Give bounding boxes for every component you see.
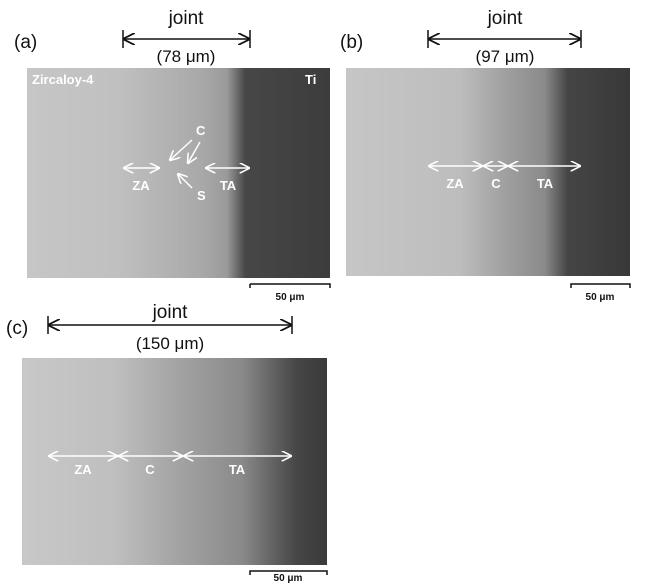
panel-a: (a) joint (78 μm) Zircaloy-4 Ti C S ZA T… [14,8,330,303]
joint-width: (97 μm) [476,47,535,66]
joint-label: joint [168,8,205,29]
panel-b: (b) joint (97 μm) ZA C TA 50 μm [340,8,630,303]
micrograph [346,68,630,276]
joint-label: joint [152,302,189,323]
scale-label: 50 μm [274,573,303,583]
scale-label: 50 μm [276,292,305,303]
region-label: ZA [74,462,92,477]
region-label: ZA [132,178,150,193]
figure: (a) joint (78 μm) Zircaloy-4 Ti C S ZA T… [0,0,645,583]
panel-label: (a) [14,32,37,53]
material-label: Zircaloy-4 [32,72,94,87]
region-label: TA [229,462,246,477]
phase-label: C [196,123,206,138]
joint-label: joint [487,8,524,29]
scale-bar [250,284,330,288]
scale-bar [571,284,630,288]
material-label: Ti [305,72,316,87]
joint-width: (78 μm) [157,47,216,66]
panel-label: (b) [340,32,363,53]
region-label: C [491,176,501,191]
region-label: TA [537,176,554,191]
micrograph [22,358,327,565]
panel-c: (c) joint (150 μm) ZA C TA 50 μm [6,302,327,583]
micrograph [27,68,330,278]
region-label: TA [220,178,237,193]
region-label: C [145,462,155,477]
phase-label: S [197,188,206,203]
joint-width: (150 μm) [136,334,204,353]
scale-label: 50 μm [586,292,615,303]
panel-label: (c) [6,318,28,339]
region-label: ZA [446,176,464,191]
